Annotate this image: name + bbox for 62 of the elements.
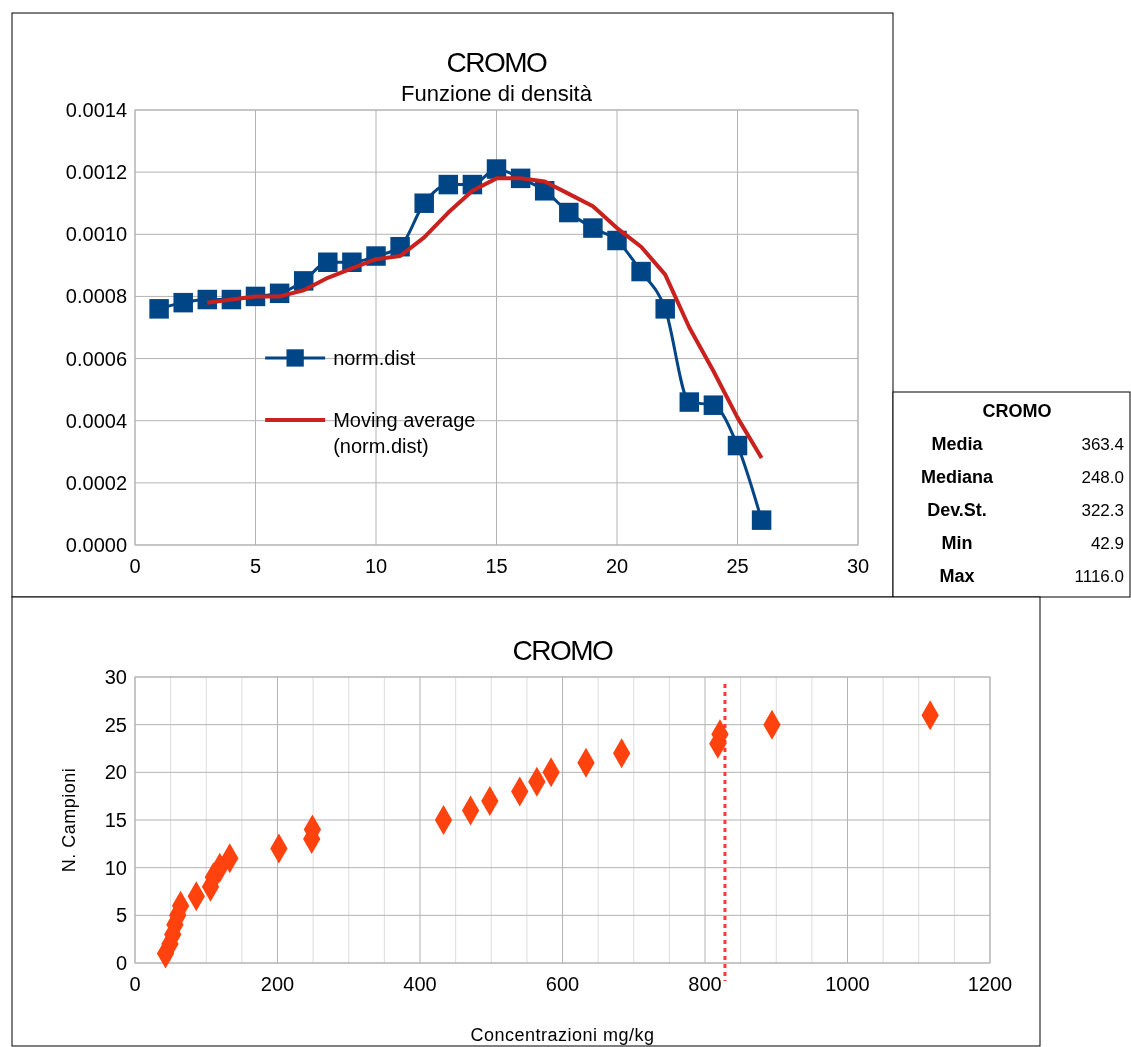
chart-title: CROMO <box>446 47 548 78</box>
x-tick-label: 600 <box>545 973 580 995</box>
y-axis-title: N. Campioni <box>59 767 79 873</box>
y-tick-label: 25 <box>104 713 127 736</box>
x-tick-label: 0 <box>129 555 141 577</box>
y-tick-label: 0.0000 <box>65 534 127 556</box>
y-tick-label: 5 <box>115 904 127 927</box>
point <box>583 218 603 238</box>
point <box>414 193 434 213</box>
x-tick-label: 200 <box>260 973 295 995</box>
point <box>173 292 193 313</box>
y-tick-label: 0.0008 <box>65 285 127 308</box>
text: Dev.St. <box>927 500 987 520</box>
text: CROMO <box>982 401 1052 421</box>
x-tick-label: 10 <box>364 555 388 577</box>
text: 363.4 <box>1081 435 1124 454</box>
y-tick-label: 0.0010 <box>65 223 127 246</box>
x-tick-label: 30 <box>846 555 870 577</box>
point <box>607 230 627 251</box>
point <box>149 299 169 319</box>
x-tick-label: 0 <box>129 973 141 995</box>
y-tick-label: 30 <box>104 666 127 688</box>
y-tick-label: 15 <box>104 809 127 831</box>
chart-title: CROMO <box>512 635 614 666</box>
text: 322.3 <box>1081 501 1124 520</box>
x-axis-title: Concentrazioni mg/kg <box>470 1025 655 1045</box>
x-tick-label: 20 <box>605 555 629 577</box>
point <box>703 395 724 415</box>
x-tick-label: 400 <box>403 973 437 995</box>
point <box>559 202 579 223</box>
point <box>438 174 459 195</box>
y-tick-label: 0.0012 <box>65 161 127 184</box>
y-tick-label: 0.0004 <box>65 409 127 432</box>
y-tick-label: 0.0014 <box>65 99 127 121</box>
text: Media <box>931 434 984 454</box>
text: Min <box>941 533 973 553</box>
x-tick-label: 5 <box>249 555 262 577</box>
text: Max <box>939 566 975 586</box>
text: 248.0 <box>1081 468 1124 487</box>
y-tick-label: 0.0002 <box>65 471 127 494</box>
x-tick-label: 1200 <box>967 973 1013 995</box>
legend-label: Moving average (norm.dist) <box>333 408 476 457</box>
point <box>727 435 748 456</box>
point <box>679 392 700 412</box>
y-tick-label: 20 <box>104 761 127 784</box>
y-tick-label: 0 <box>115 952 127 974</box>
y-tick-label: 0.0006 <box>65 347 127 370</box>
y-tick-label: 10 <box>104 856 127 879</box>
x-tick-label: 800 <box>688 973 722 995</box>
text: 1116.0 <box>1074 567 1124 586</box>
legend-label: norm.dist <box>333 346 416 369</box>
chart-subtitle: Funzione di densità <box>401 81 593 106</box>
x-tick-label: 1000 <box>825 973 870 995</box>
point <box>655 299 675 319</box>
point <box>751 510 772 530</box>
point <box>318 252 338 272</box>
text: 42.9 <box>1090 534 1124 553</box>
x-tick-label: 25 <box>726 555 749 577</box>
point <box>486 159 507 179</box>
text: Mediana <box>920 467 994 487</box>
x-tick-label: 15 <box>485 555 508 577</box>
point <box>631 261 651 282</box>
